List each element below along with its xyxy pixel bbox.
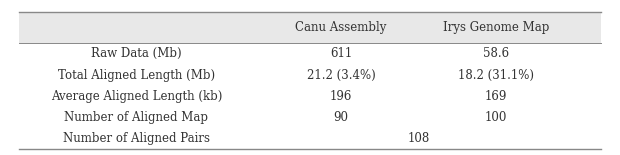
Bar — [19, 12, 601, 43]
Text: Number of Aligned Map: Number of Aligned Map — [64, 111, 208, 124]
Text: Total Aligned Length (Mb): Total Aligned Length (Mb) — [58, 69, 215, 82]
Text: 100: 100 — [485, 111, 507, 124]
Text: 196: 196 — [330, 90, 352, 103]
Text: 611: 611 — [330, 47, 352, 60]
Text: Average Aligned Length (kb): Average Aligned Length (kb) — [51, 90, 222, 103]
Text: Canu Assembly: Canu Assembly — [295, 21, 387, 34]
Text: Number of Aligned Pairs: Number of Aligned Pairs — [63, 132, 210, 145]
Text: 58.6: 58.6 — [483, 47, 509, 60]
Text: Raw Data (Mb): Raw Data (Mb) — [91, 47, 182, 60]
Text: 108: 108 — [407, 132, 430, 145]
Text: Irys Genome Map: Irys Genome Map — [443, 21, 549, 34]
Text: 18.2 (31.1%): 18.2 (31.1%) — [458, 69, 534, 82]
Text: 169: 169 — [485, 90, 507, 103]
Text: 21.2 (3.4%): 21.2 (3.4%) — [307, 69, 375, 82]
Text: 90: 90 — [334, 111, 348, 124]
